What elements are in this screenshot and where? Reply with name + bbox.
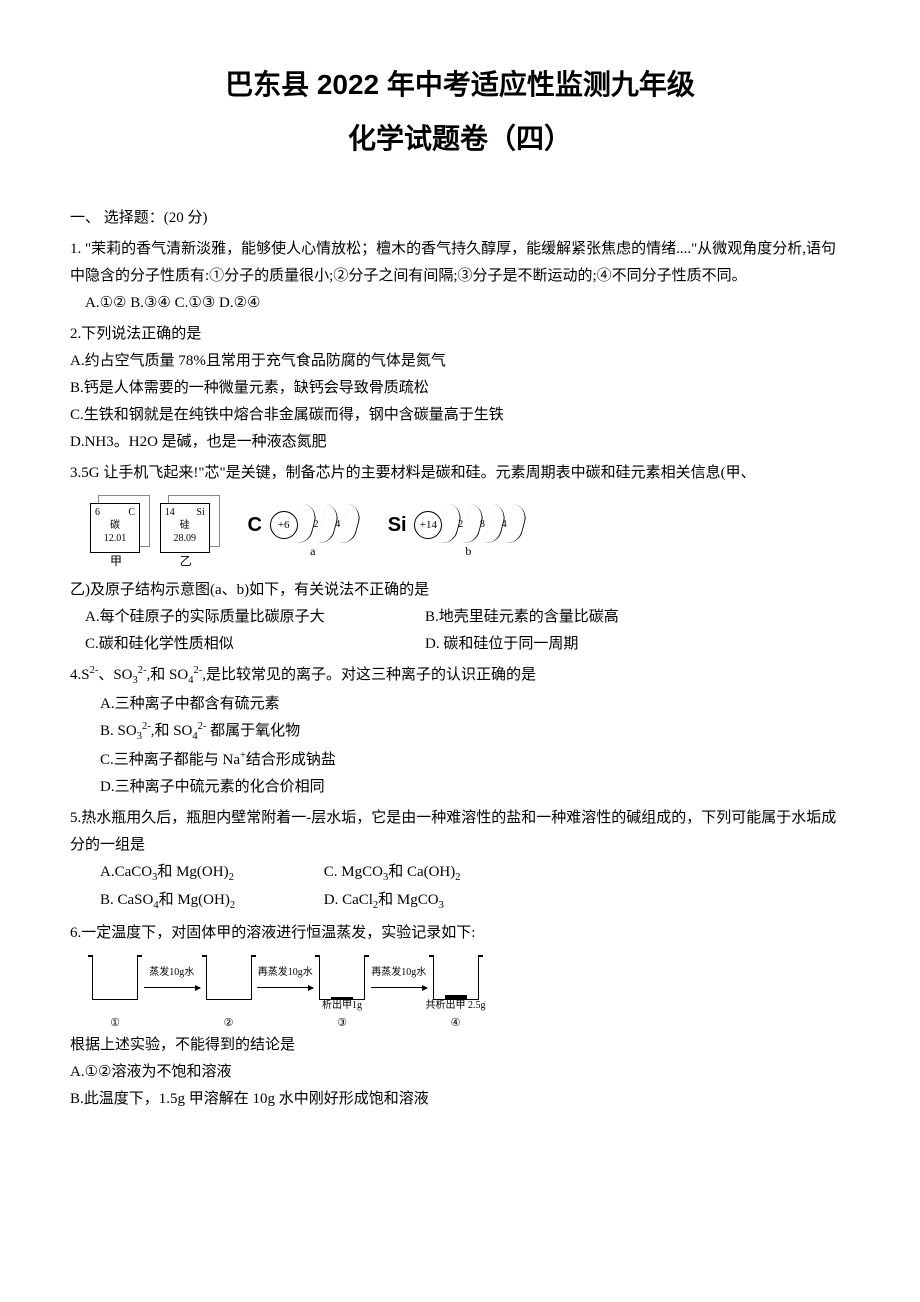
q4-stem-3: ,和 SO (147, 667, 189, 683)
q5-stem: 5.热水瓶用久后，瓶胆内壁常附着一-层水垢，它是由一种难溶性的盐和一种难溶性的碱… (70, 805, 850, 859)
q3-c: C.碳和硅化学性质相似 (85, 631, 425, 658)
atom-b-label: b (465, 541, 471, 563)
question-2: 2.下列说法正确的是 A.约占空气质量 78%且常用于充气食品防腐的气体是氮气 … (70, 321, 850, 456)
pt2-label: 乙 (180, 551, 192, 573)
title-sub: 化学试题卷（四） (70, 114, 850, 164)
q4-d: D.三种离子中硫元素的化合价相同 (70, 774, 850, 801)
pt2-num: 14 (165, 506, 175, 519)
question-6: 6.一定温度下，对固体甲的溶液进行恒温蒸发，实验记录如下: ① 蒸发10g水 ②… (70, 920, 850, 1113)
arrow-1: 蒸发10g水 (144, 964, 200, 982)
beaker-1-num: ① (93, 1014, 137, 1034)
q2-a: A.约占空气质量 78%且常用于充气食品防腐的气体是氮气 (70, 348, 850, 375)
question-5: 5.热水瓶用久后，瓶胆内壁常附着一-层水垢，它是由一种难溶性的盐和一种难溶性的碱… (70, 805, 850, 917)
q4-c-1: C.三种离子都能与 Na (100, 752, 240, 768)
q3-a: A.每个硅原子的实际质量比碳原子大 (85, 604, 425, 631)
q5-d-2: 和 MgCO (378, 892, 438, 908)
q4-c-2: 结合形成钠盐 (246, 752, 336, 768)
atom-b-symbol: Si (388, 507, 407, 543)
beaker-3-num: ③ (320, 1014, 364, 1034)
q3-stem2: 乙)及原子结构示意图(a、b)如下，有关说法不正确的是 (70, 577, 850, 604)
q2-c: C.生铁和钢就是在纯铁中熔合非金属碳而得，钢中含碳量高于生铁 (70, 402, 850, 429)
q5-a-1: A.CaCO (100, 864, 152, 880)
q5-row2: B. CaSO4和 Mg(OH)2 D. CaCl2和 MgCO3 (70, 887, 850, 916)
q1-stem: 1. "茉莉的香气清新淡雅，能够使人心情放松；檀木的香气持久醇厚，能缓解紧张焦虑… (70, 236, 850, 290)
section-header: 一、 选择题：(20 分) (70, 205, 850, 232)
q5-c-2: 和 Ca(OH) (388, 864, 455, 880)
periodic-box-carbon: 6C 碳 12.01 甲 (90, 495, 150, 555)
q5-a-2: 和 Mg(OH) (157, 864, 228, 880)
pt1-name: 碳 (110, 520, 120, 531)
beaker-4: 共析出甲 2.5g ④ (433, 955, 479, 1000)
beaker-2: ② (206, 955, 252, 1000)
atom-a-symbol: C (248, 507, 262, 543)
pt2-name: 硅 (180, 520, 190, 531)
atom-a-label: a (310, 541, 315, 563)
q4-stem: 4.S2-、SO32-,和 SO42-,是比较常见的离子。对这三种离子的认识正确… (70, 662, 850, 691)
arrow-2: 再蒸发10g水 (257, 964, 313, 982)
q4-b-3: 都属于氧化物 (206, 723, 300, 739)
q4-stem-4: ,是比较常见的离子。对这三种离子的认识正确的是 (202, 667, 536, 683)
q2-d: D.NH3。H2O 是碱，也是一种液态氮肥 (70, 429, 850, 456)
q2-stem: 2.下列说法正确的是 (70, 321, 850, 348)
q4-a: A.三种离子中都含有硫元素 (70, 691, 850, 718)
beaker-3: 析出甲1g ③ (319, 955, 365, 1000)
q6-b: B.此温度下，1.5g 甲溶解在 10g 水中刚好形成饱和溶液 (70, 1086, 850, 1113)
q5-d-1: D. CaCl (324, 892, 373, 908)
question-1: 1. "茉莉的香气清新淡雅，能够使人心情放松；檀木的香气持久醇厚，能缓解紧张焦虑… (70, 236, 850, 317)
q1-options: A.①② B.③④ C.①③ D.②④ (70, 290, 850, 317)
pt1-num: 6 (95, 506, 100, 519)
q5-c-1: C. MgCO (324, 864, 383, 880)
atom-a: C +6 2 4 a (248, 505, 366, 545)
pt1-label: 甲 (110, 551, 122, 573)
q6-a: A.①②溶液为不饱和溶液 (70, 1059, 850, 1086)
q6-figure: ① 蒸发10g水 ② 再蒸发10g水 析出甲1g ③ 再蒸发10g水 共析出甲 … (90, 955, 850, 1000)
arrow-3: 再蒸发10g水 (371, 964, 427, 982)
q4-b-2: ,和 SO (151, 723, 193, 739)
beaker-1: ① (92, 955, 138, 1000)
pt1-sym: C (128, 506, 135, 519)
title-main: 巴东县 2022 年中考适应性监测九年级 (70, 60, 850, 110)
q5-b-1: B. CaSO (100, 892, 153, 908)
q4-stem-1: 4.S (70, 667, 90, 683)
q4-b-1: B. SO (100, 723, 137, 739)
q6-conclusion: 根据上述实验，不能得到的结论是 (70, 1032, 850, 1059)
q5-row1: A.CaCO3和 Mg(OH)2 C. MgCO3和 Ca(OH)2 (70, 859, 850, 888)
beaker-2-num: ② (207, 1014, 251, 1034)
q4-b: B. SO32-,和 SO42- 都属于氧化物 (70, 718, 850, 747)
q3-d: D. 碳和硅位于同一周期 (425, 631, 578, 658)
pt1-mass: 12.01 (104, 533, 127, 544)
atom-b: Si +14 2 8 4 b (388, 505, 533, 545)
atom-a-core: +6 (270, 511, 298, 539)
q3-figure: 6C 碳 12.01 甲 14Si 硅 28.09 乙 C +6 2 4 a (90, 495, 850, 555)
q2-b: B.钙是人体需要的一种微量元素，缺钙会导致骨质疏松 (70, 375, 850, 402)
q4-stem-2: 、SO (98, 667, 132, 683)
pt2-sym: Si (196, 506, 204, 519)
q3-b: B.地壳里硅元素的含量比碳高 (425, 604, 619, 631)
question-3: 3.5G 让手机飞起来!"芯"是关键，制备芯片的主要材料是碳和硅。元素周期表中碳… (70, 460, 850, 658)
beaker-4-num: ④ (434, 1014, 478, 1034)
periodic-box-silicon: 14Si 硅 28.09 乙 (160, 495, 220, 555)
atom-b-core: +14 (414, 511, 442, 539)
q4-c: C.三种离子都能与 Na+结合形成钠盐 (70, 747, 850, 774)
q3-stem1: 3.5G 让手机飞起来!"芯"是关键，制备芯片的主要材料是碳和硅。元素周期表中碳… (70, 460, 850, 487)
q6-stem: 6.一定温度下，对固体甲的溶液进行恒温蒸发，实验记录如下: (70, 920, 850, 947)
q5-b-2: 和 Mg(OH) (159, 892, 230, 908)
question-4: 4.S2-、SO32-,和 SO42-,是比较常见的离子。对这三种离子的认识正确… (70, 662, 850, 801)
pt2-mass: 28.09 (174, 533, 197, 544)
